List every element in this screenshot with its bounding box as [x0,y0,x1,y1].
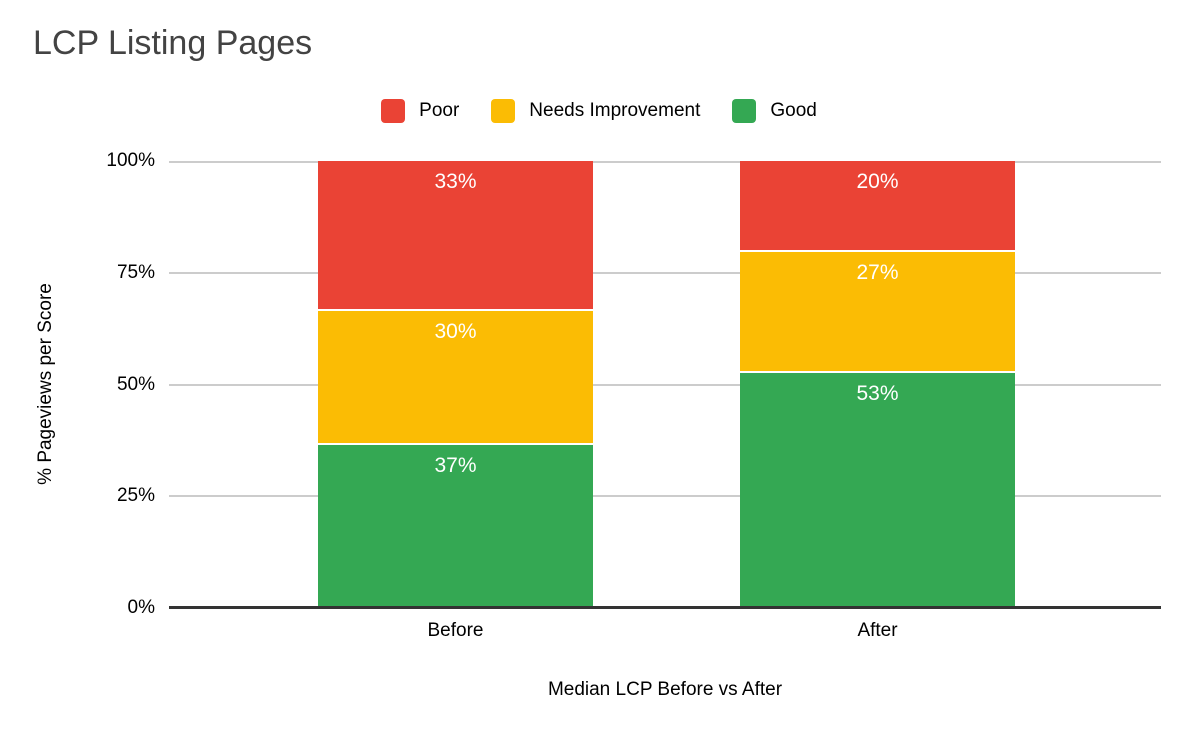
legend-item-good: Good [732,99,817,123]
bar-segment-needs-improvement: 30% [318,308,593,443]
data-label: 33% [434,170,477,193]
x-tick-label-after: After [857,620,898,641]
y-axis-title: % Pageviews per Score [35,283,56,485]
bar-segment-poor: 33% [318,161,593,309]
y-tick-label: 0% [127,597,155,618]
legend-item-needs-improvement: Needs Improvement [491,99,700,123]
bar-segment-good: 53% [740,371,1015,608]
legend-swatch-icon [381,99,406,123]
y-tick-label: 100% [106,150,155,171]
legend-label: Needs Improvement [529,100,701,121]
bar-segment-poor: 20% [740,161,1015,251]
legend-swatch-icon [732,99,757,123]
legend-label: Good [770,100,817,121]
x-axis-category-labels: Before After [169,620,1161,644]
chart-title: LCP Listing Pages [33,24,313,62]
y-tick-label: 25% [116,485,155,507]
data-label: 30% [434,319,477,343]
bar-segment-needs-improvement: 27% [740,250,1015,372]
gridline-100 [169,161,1161,163]
data-label: 53% [856,382,899,406]
gridline-50 [169,383,1161,386]
data-label: 27% [856,261,899,285]
bar-before: 33% 30% 37% [318,161,593,608]
legend: Poor Needs Improvement Good [0,99,1198,123]
plot-area: 0% 25% 50% 75% 100% 33% 30% 37% 20% 27% 53% [106,150,1161,618]
legend-label: Poor [419,100,460,121]
legend-item-poor: Poor [381,99,459,123]
legend-swatch-icon [491,99,516,123]
gridline-75 [169,271,1161,274]
y-tick-label: 75% [116,261,155,283]
x-tick-label-before: Before [427,620,484,641]
bar-after: 20% 27% 53% [740,161,1015,608]
data-label: 37% [434,453,477,477]
bar-segment-good: 37% [318,442,593,608]
x-axis-line [169,606,1161,609]
x-axis-title: Median LCP Before vs After [547,679,783,700]
data-label: 20% [856,170,899,193]
gridline-25 [169,495,1161,498]
y-tick-label: 50% [116,373,155,395]
